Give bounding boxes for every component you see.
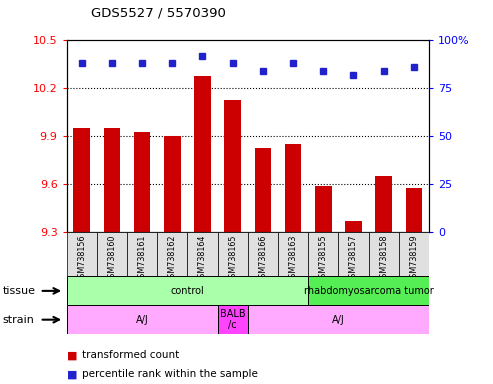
FancyBboxPatch shape bbox=[368, 232, 399, 276]
Text: percentile rank within the sample: percentile rank within the sample bbox=[82, 369, 258, 379]
Bar bbox=[315, 186, 331, 232]
Text: ■: ■ bbox=[67, 369, 77, 379]
FancyBboxPatch shape bbox=[127, 232, 157, 276]
Text: GSM738166: GSM738166 bbox=[258, 235, 267, 283]
Bar bbox=[375, 176, 392, 232]
FancyBboxPatch shape bbox=[248, 232, 278, 276]
Bar bbox=[164, 136, 180, 232]
Text: GSM738158: GSM738158 bbox=[379, 235, 388, 283]
Text: GDS5527 / 5570390: GDS5527 / 5570390 bbox=[91, 6, 226, 19]
FancyBboxPatch shape bbox=[248, 305, 429, 334]
FancyBboxPatch shape bbox=[217, 305, 248, 334]
Text: GSM738162: GSM738162 bbox=[168, 235, 177, 283]
FancyBboxPatch shape bbox=[157, 232, 187, 276]
Text: GSM738159: GSM738159 bbox=[409, 235, 419, 283]
Bar bbox=[73, 128, 90, 232]
Text: transformed count: transformed count bbox=[82, 350, 179, 360]
Text: GSM738156: GSM738156 bbox=[77, 235, 86, 283]
Text: rhabdomyosarcoma tumor: rhabdomyosarcoma tumor bbox=[304, 286, 433, 296]
Text: GSM738164: GSM738164 bbox=[198, 235, 207, 283]
Text: BALB
/c: BALB /c bbox=[220, 309, 246, 331]
FancyBboxPatch shape bbox=[97, 232, 127, 276]
Text: strain: strain bbox=[2, 314, 35, 325]
FancyBboxPatch shape bbox=[217, 232, 248, 276]
Bar bbox=[134, 132, 150, 232]
Text: GSM738160: GSM738160 bbox=[107, 235, 116, 283]
Text: ■: ■ bbox=[67, 350, 77, 360]
Text: A/J: A/J bbox=[136, 314, 148, 325]
FancyBboxPatch shape bbox=[67, 232, 97, 276]
Text: GSM738157: GSM738157 bbox=[349, 235, 358, 283]
Text: A/J: A/J bbox=[332, 314, 345, 325]
FancyBboxPatch shape bbox=[187, 232, 217, 276]
Bar bbox=[285, 144, 301, 232]
FancyBboxPatch shape bbox=[308, 232, 338, 276]
FancyBboxPatch shape bbox=[308, 276, 429, 305]
FancyBboxPatch shape bbox=[399, 232, 429, 276]
Bar bbox=[224, 99, 241, 232]
FancyBboxPatch shape bbox=[67, 276, 308, 305]
Bar bbox=[406, 187, 422, 232]
FancyBboxPatch shape bbox=[338, 232, 368, 276]
FancyBboxPatch shape bbox=[67, 305, 217, 334]
Bar bbox=[194, 76, 211, 232]
Text: control: control bbox=[171, 286, 204, 296]
Text: GSM738163: GSM738163 bbox=[288, 235, 298, 283]
Text: tissue: tissue bbox=[2, 286, 35, 296]
FancyBboxPatch shape bbox=[278, 232, 308, 276]
Text: GSM738161: GSM738161 bbox=[138, 235, 146, 283]
Bar bbox=[345, 221, 362, 232]
Text: GSM738155: GSM738155 bbox=[318, 235, 328, 283]
Bar bbox=[254, 147, 271, 232]
Text: GSM738165: GSM738165 bbox=[228, 235, 237, 283]
Bar bbox=[104, 128, 120, 232]
